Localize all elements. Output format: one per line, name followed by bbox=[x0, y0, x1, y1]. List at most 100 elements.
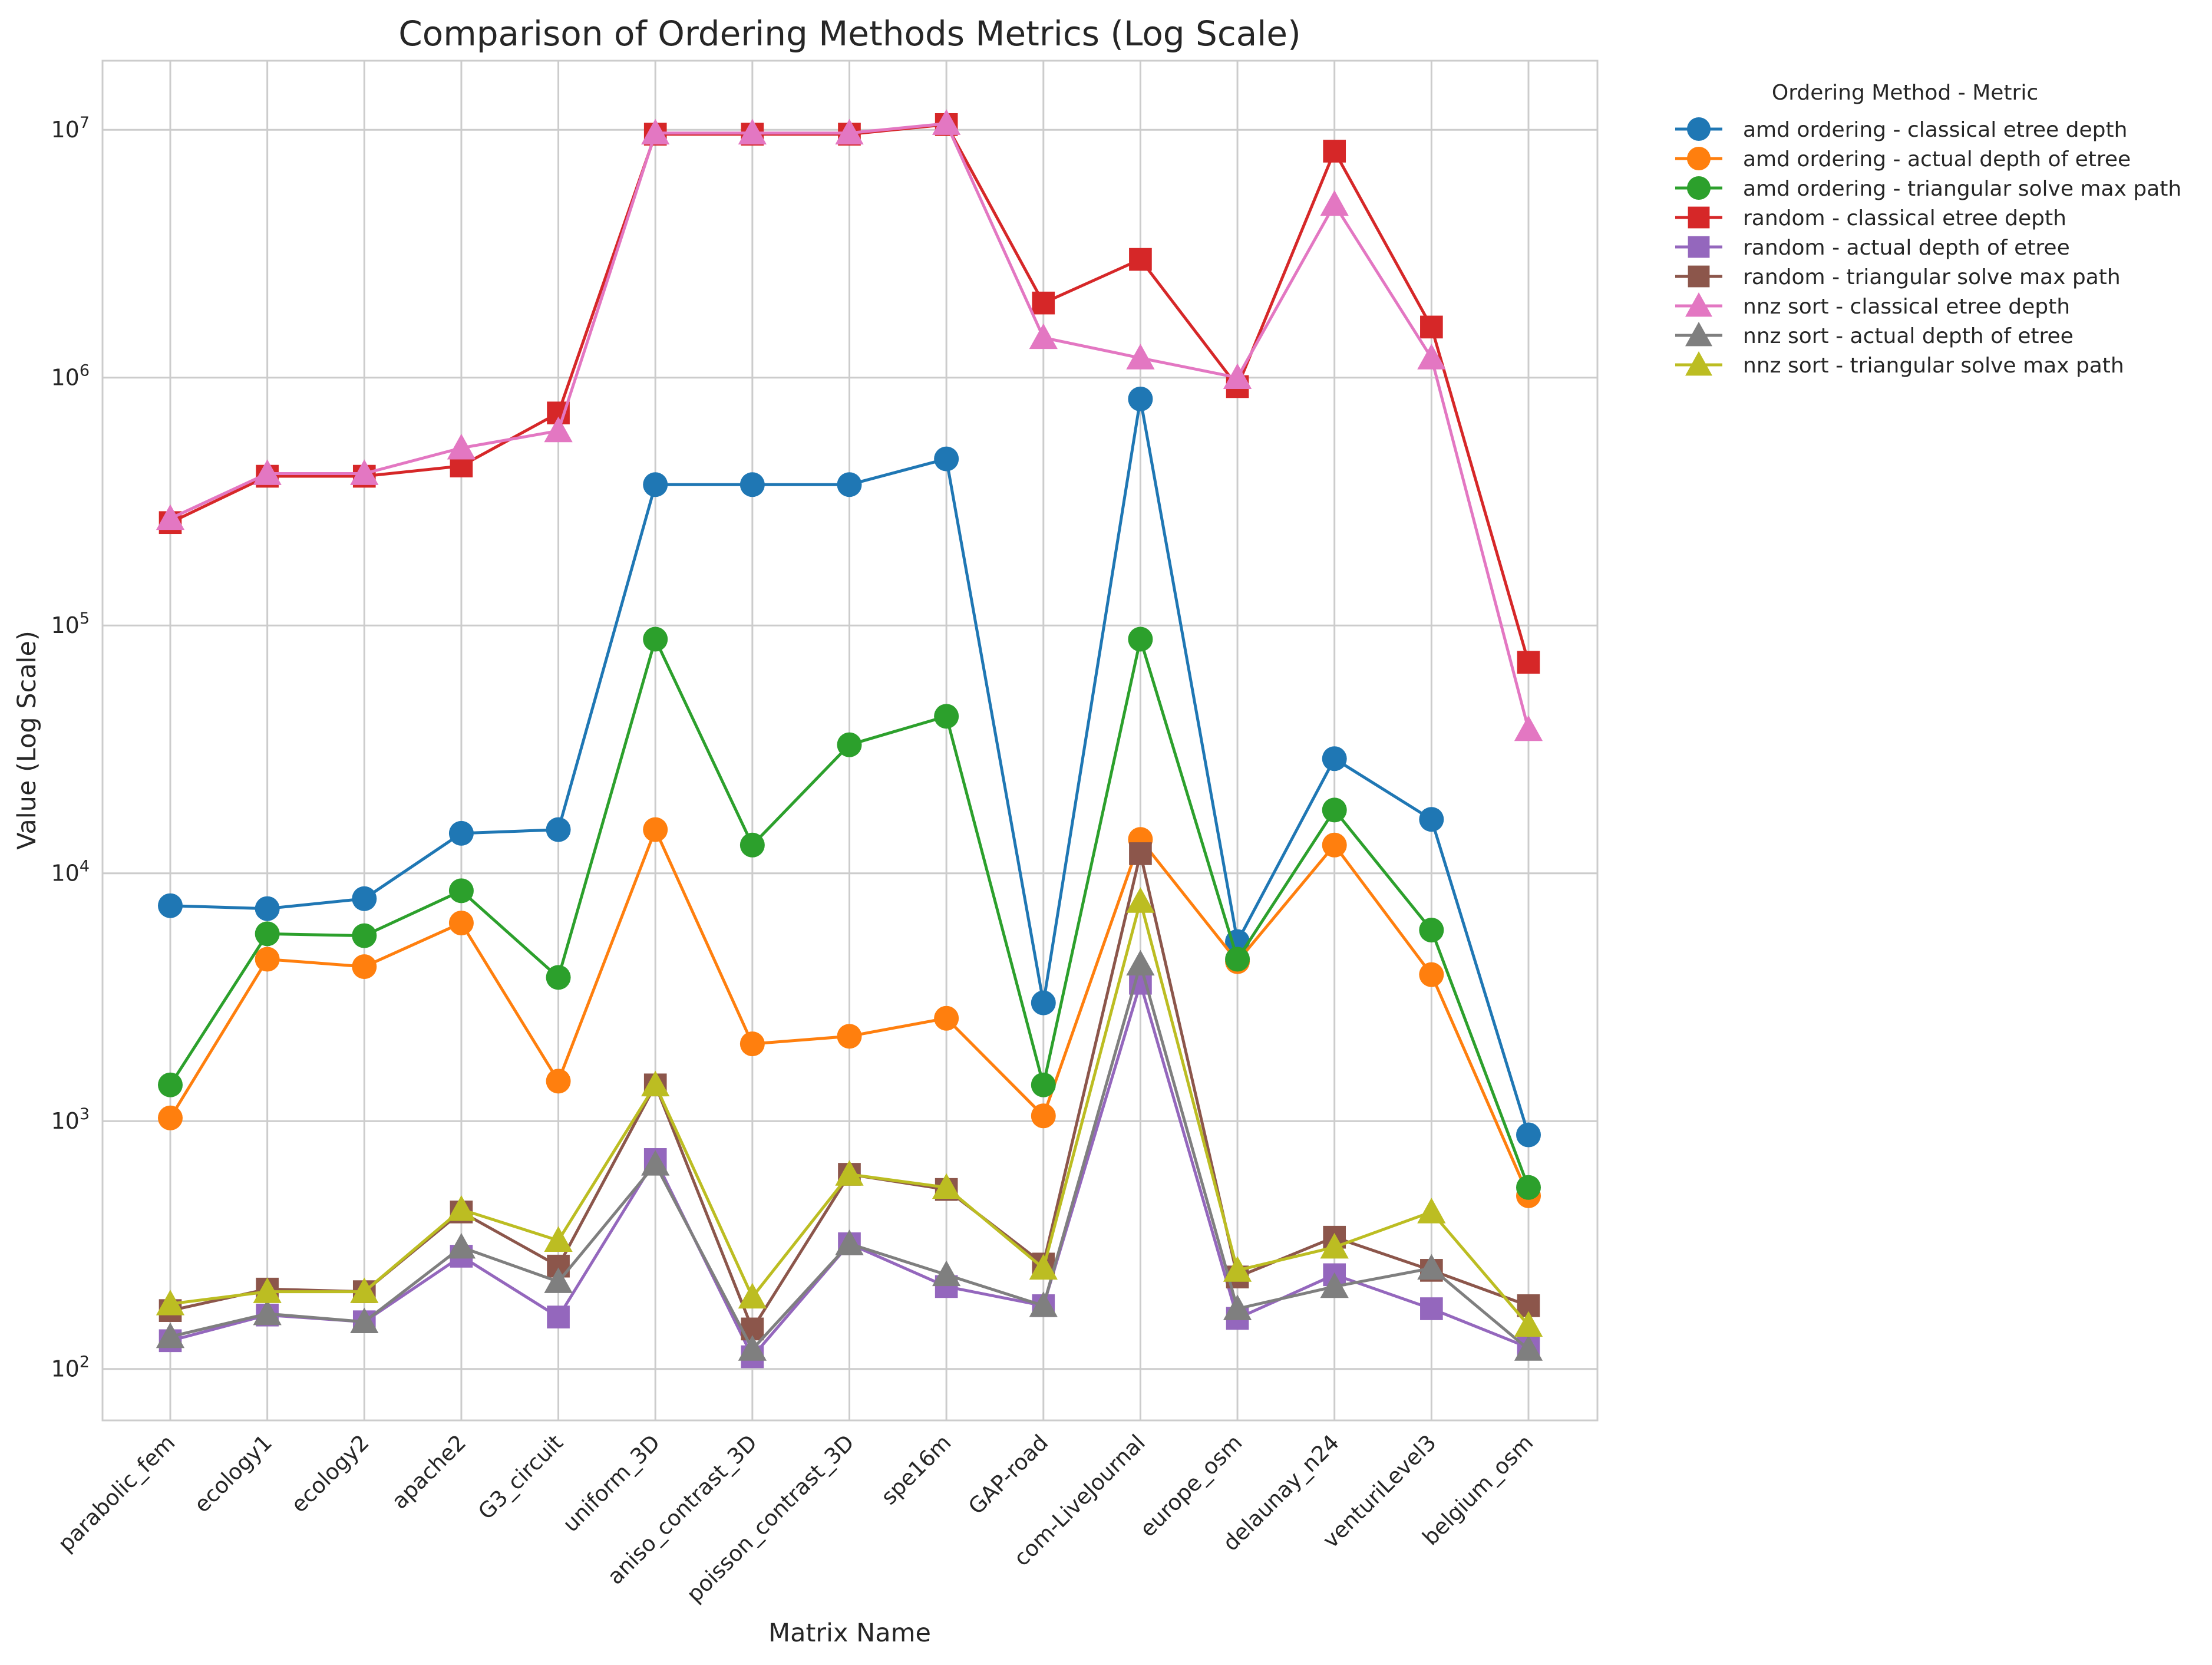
grid-layer bbox=[103, 61, 1597, 1420]
data-point bbox=[738, 1282, 767, 1309]
data-point bbox=[158, 1105, 183, 1130]
data-point bbox=[1420, 1297, 1443, 1320]
y-tick-labels: 102 103 104 105 106 107 bbox=[51, 114, 90, 1382]
data-point bbox=[350, 1277, 379, 1303]
data-point bbox=[641, 1070, 670, 1097]
data-point bbox=[934, 704, 959, 729]
legend-label: amd ordering - triangular solve max path bbox=[1743, 177, 2181, 201]
data-point bbox=[253, 1299, 282, 1326]
data-point bbox=[447, 1195, 476, 1221]
data-point bbox=[544, 1267, 573, 1293]
legend-item: random - triangular solve max path bbox=[1675, 265, 2121, 289]
data-point bbox=[1517, 651, 1540, 674]
data-point bbox=[1320, 190, 1349, 216]
data-point bbox=[156, 1290, 185, 1315]
data-point bbox=[447, 433, 476, 460]
data-point bbox=[1320, 1232, 1349, 1259]
data-point bbox=[643, 627, 668, 652]
data-point bbox=[158, 893, 183, 918]
legend-label: random - classical etree depth bbox=[1743, 206, 2066, 230]
y-tick-label: 107 bbox=[51, 114, 90, 143]
data-point bbox=[546, 817, 571, 842]
data-point bbox=[1419, 962, 1444, 987]
legend-item: amd ordering - actual depth of etree bbox=[1675, 147, 2131, 172]
data-point bbox=[1514, 715, 1543, 741]
data-point bbox=[1420, 315, 1443, 339]
data-point bbox=[1223, 1294, 1252, 1320]
data-point bbox=[1128, 386, 1153, 411]
legend-marker bbox=[1687, 176, 1711, 200]
plot-frame bbox=[101, 60, 1599, 1422]
data-point bbox=[1032, 291, 1055, 315]
data-point bbox=[448, 878, 474, 904]
data-point bbox=[255, 896, 280, 921]
data-point bbox=[835, 118, 864, 145]
legend-item: amd ordering - classical etree depth bbox=[1675, 117, 2127, 142]
legend-item: nnz sort - actual depth of etree bbox=[1675, 322, 2074, 348]
data-point bbox=[1031, 990, 1056, 1016]
data-point bbox=[1223, 1256, 1252, 1282]
legend-label: random - actual depth of etree bbox=[1743, 236, 2070, 260]
data-point bbox=[544, 1226, 573, 1252]
data-point bbox=[641, 1150, 670, 1176]
data-point bbox=[156, 504, 185, 530]
data-point bbox=[739, 472, 765, 497]
data-point bbox=[1126, 949, 1155, 976]
series-1 bbox=[158, 386, 1541, 1148]
data-point bbox=[1322, 797, 1347, 823]
series-7 bbox=[156, 109, 1543, 741]
legend-label: amd ordering - classical etree depth bbox=[1743, 118, 2127, 142]
legend-label: nnz sort - classical etree depth bbox=[1743, 295, 2070, 319]
legend-label: nnz sort - triangular solve max path bbox=[1743, 354, 2124, 378]
y-tick-label: 102 bbox=[51, 1353, 90, 1382]
data-point bbox=[1323, 140, 1346, 163]
data-point bbox=[1417, 1198, 1446, 1224]
data-point bbox=[1516, 1175, 1541, 1200]
data-point bbox=[156, 1322, 185, 1349]
series-3 bbox=[158, 627, 1541, 1200]
data-point bbox=[837, 472, 862, 497]
data-point bbox=[641, 118, 670, 145]
legend-marker bbox=[1685, 292, 1712, 317]
series-8 bbox=[156, 949, 1543, 1361]
data-point bbox=[738, 1335, 767, 1361]
data-point bbox=[1417, 1254, 1446, 1280]
data-point bbox=[1223, 363, 1252, 390]
legend-item: nnz sort - classical etree depth bbox=[1675, 292, 2070, 319]
y-tick-label: 104 bbox=[51, 858, 90, 886]
legend-item: random - actual depth of etree bbox=[1675, 236, 2070, 260]
legend-label: random - triangular solve max path bbox=[1743, 265, 2121, 289]
legend-marker bbox=[1688, 265, 1710, 288]
legend-marker bbox=[1687, 117, 1711, 141]
data-point bbox=[255, 921, 280, 947]
legend-marker bbox=[1688, 206, 1710, 229]
data-point bbox=[739, 832, 765, 858]
data-point bbox=[1029, 1291, 1058, 1317]
data-point bbox=[158, 1072, 183, 1097]
data-point bbox=[1126, 344, 1155, 370]
data-point bbox=[932, 1173, 961, 1199]
chart-title: Comparison of Ordering Methods Metrics (… bbox=[398, 14, 1300, 54]
data-point bbox=[253, 1277, 282, 1303]
x-axis-label: Matrix Name bbox=[768, 1618, 931, 1648]
data-point bbox=[738, 118, 767, 145]
data-point bbox=[643, 472, 668, 497]
data-point bbox=[835, 1160, 864, 1186]
y-tick-label: 106 bbox=[51, 362, 90, 391]
data-point bbox=[837, 732, 862, 757]
data-point bbox=[1417, 344, 1446, 370]
data-point bbox=[352, 886, 377, 911]
data-point bbox=[447, 1232, 476, 1259]
data-point bbox=[932, 1260, 961, 1287]
data-point bbox=[448, 820, 474, 846]
data-point bbox=[544, 416, 573, 443]
data-point bbox=[932, 109, 961, 135]
data-point bbox=[350, 1307, 379, 1333]
data-point bbox=[837, 1024, 862, 1049]
data-point bbox=[1129, 842, 1152, 865]
legend-marker bbox=[1685, 322, 1712, 347]
data-point bbox=[352, 954, 377, 980]
data-point bbox=[1320, 1272, 1349, 1298]
